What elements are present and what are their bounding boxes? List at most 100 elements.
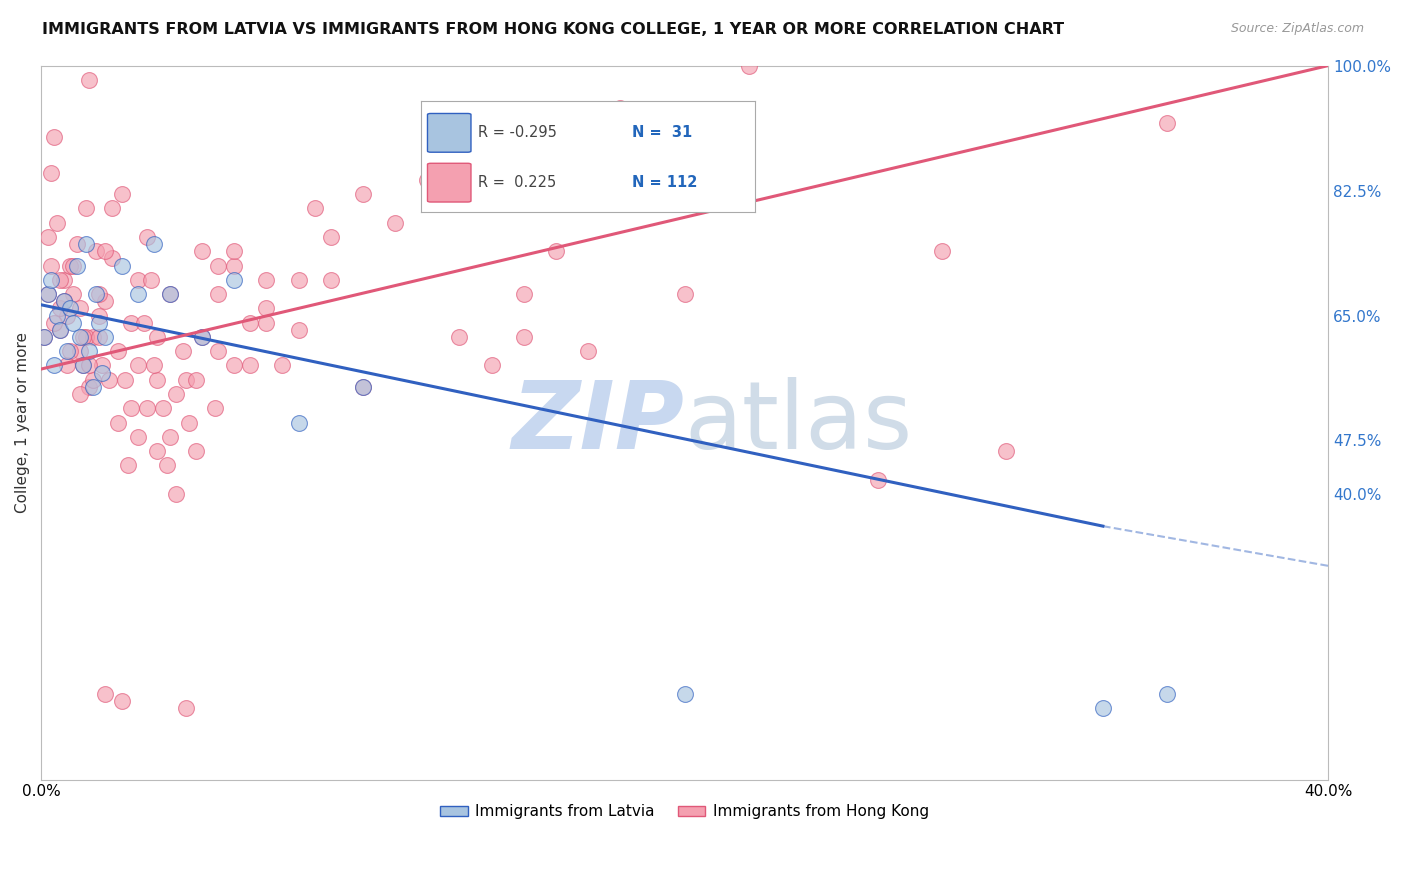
Point bbox=[56, 359, 79, 373]
Point bbox=[159, 430, 181, 444]
Point bbox=[75, 330, 97, 344]
Point bbox=[866, 473, 889, 487]
Point bbox=[146, 373, 169, 387]
Point bbox=[49, 301, 72, 316]
Point bbox=[49, 273, 72, 287]
Y-axis label: College, 1 year or more: College, 1 year or more bbox=[15, 332, 30, 513]
Point bbox=[107, 344, 129, 359]
Point bbox=[69, 387, 91, 401]
Point bbox=[673, 287, 696, 301]
Point bbox=[82, 373, 104, 387]
Point bbox=[191, 330, 214, 344]
Point bbox=[94, 244, 117, 259]
Point bbox=[52, 294, 75, 309]
Point bbox=[1091, 701, 1114, 715]
Text: atlas: atlas bbox=[685, 376, 912, 468]
Point bbox=[931, 244, 953, 259]
Point bbox=[204, 401, 226, 416]
Point bbox=[673, 687, 696, 701]
Point bbox=[319, 273, 342, 287]
Text: ZIP: ZIP bbox=[512, 376, 685, 468]
Point bbox=[34, 330, 56, 344]
Point bbox=[42, 130, 65, 145]
Point bbox=[87, 316, 110, 330]
Point bbox=[1156, 687, 1178, 701]
Point bbox=[65, 237, 87, 252]
Point bbox=[46, 216, 69, 230]
Point bbox=[110, 694, 132, 708]
Point bbox=[120, 401, 142, 416]
Point bbox=[56, 344, 79, 359]
Point bbox=[37, 287, 59, 301]
Point bbox=[174, 373, 197, 387]
Point bbox=[513, 287, 536, 301]
Point bbox=[84, 244, 107, 259]
Point bbox=[304, 202, 326, 216]
Point bbox=[59, 301, 82, 316]
Point bbox=[117, 458, 139, 473]
Point bbox=[239, 316, 262, 330]
Point bbox=[79, 344, 101, 359]
Point bbox=[87, 330, 110, 344]
Point bbox=[179, 416, 201, 430]
Point bbox=[224, 244, 246, 259]
Point bbox=[79, 359, 101, 373]
Point bbox=[207, 259, 229, 273]
Point bbox=[110, 259, 132, 273]
Point bbox=[352, 380, 374, 394]
Point bbox=[37, 287, 59, 301]
Point bbox=[127, 273, 149, 287]
Point bbox=[271, 359, 294, 373]
Point bbox=[449, 330, 471, 344]
Point bbox=[49, 323, 72, 337]
Point bbox=[224, 259, 246, 273]
Point bbox=[72, 330, 94, 344]
Point bbox=[94, 330, 117, 344]
Point bbox=[254, 301, 277, 316]
Point bbox=[576, 344, 599, 359]
Point bbox=[65, 259, 87, 273]
Point bbox=[159, 287, 181, 301]
Point bbox=[139, 273, 162, 287]
Point bbox=[165, 487, 187, 501]
Point bbox=[127, 287, 149, 301]
Point bbox=[127, 359, 149, 373]
Point bbox=[69, 301, 91, 316]
Point bbox=[287, 323, 309, 337]
Point bbox=[52, 273, 75, 287]
Point bbox=[155, 458, 177, 473]
Point bbox=[513, 330, 536, 344]
Point bbox=[165, 387, 187, 401]
Point bbox=[79, 73, 101, 87]
Point bbox=[152, 401, 174, 416]
Point bbox=[101, 252, 124, 266]
Point bbox=[59, 259, 82, 273]
Point bbox=[110, 187, 132, 202]
Point bbox=[49, 323, 72, 337]
Point bbox=[132, 316, 155, 330]
Point bbox=[207, 344, 229, 359]
Point bbox=[87, 309, 110, 323]
Point bbox=[254, 273, 277, 287]
Point bbox=[62, 287, 84, 301]
Point bbox=[107, 416, 129, 430]
Point bbox=[56, 309, 79, 323]
Point bbox=[544, 244, 567, 259]
Point bbox=[79, 380, 101, 394]
Point bbox=[42, 359, 65, 373]
Point bbox=[146, 444, 169, 458]
Point bbox=[174, 701, 197, 715]
Point bbox=[239, 359, 262, 373]
Point bbox=[142, 237, 165, 252]
Point bbox=[39, 166, 62, 180]
Point bbox=[87, 287, 110, 301]
Point bbox=[59, 344, 82, 359]
Point bbox=[42, 316, 65, 330]
Point bbox=[416, 173, 439, 187]
Point bbox=[69, 330, 91, 344]
Point bbox=[114, 373, 136, 387]
Point bbox=[184, 373, 207, 387]
Legend: Immigrants from Latvia, Immigrants from Hong Kong: Immigrants from Latvia, Immigrants from … bbox=[434, 798, 935, 825]
Point bbox=[84, 287, 107, 301]
Point bbox=[62, 259, 84, 273]
